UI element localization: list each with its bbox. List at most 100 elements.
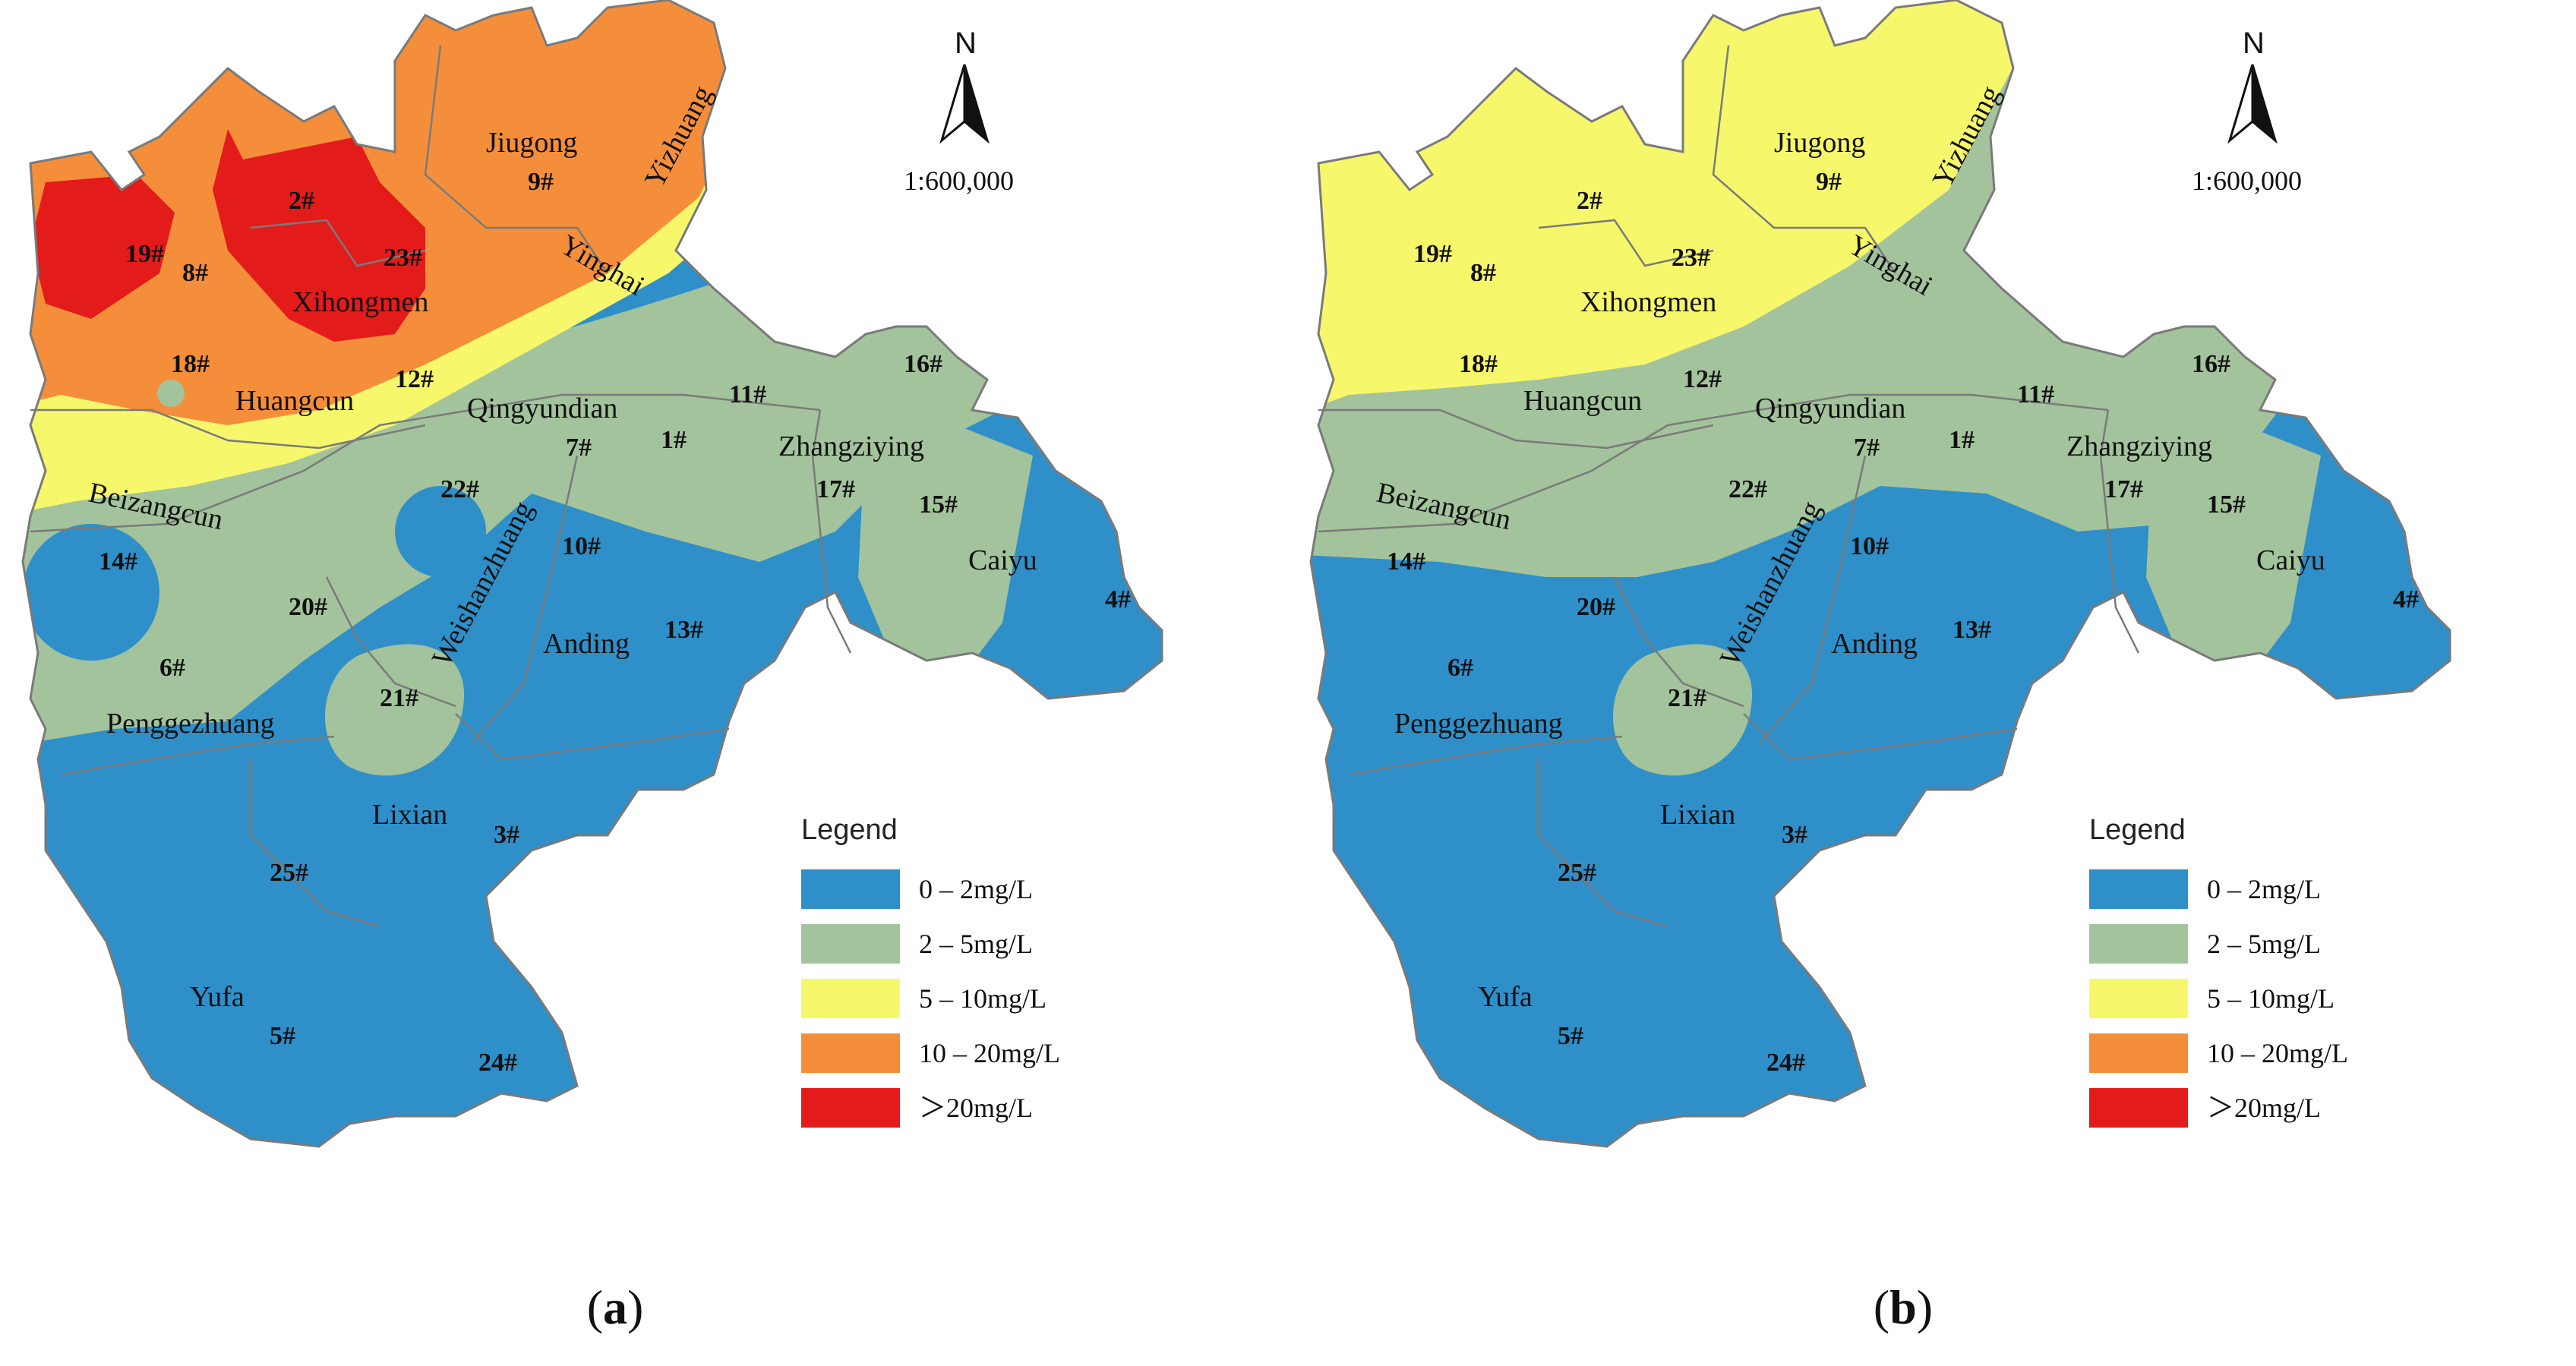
north-arrow-icon bbox=[939, 64, 966, 144]
place-penggezhuang: Penggezhuang bbox=[1394, 708, 1563, 740]
place-anding: Anding bbox=[543, 628, 630, 660]
station-label: 11# bbox=[729, 380, 766, 409]
place-xihongmen: Xihongmen bbox=[292, 286, 428, 318]
north-letter: N bbox=[955, 27, 977, 60]
place-yufa: Yufa bbox=[190, 981, 245, 1013]
legend-swatch bbox=[801, 1088, 900, 1128]
scale-label: 1:600,000 bbox=[2192, 166, 2302, 196]
station-labels-a: 1# 2# 3# 4# 5# 6# 7# 8# 9# 10# 11# 12# 13# 14# 15# 16# 1… bbox=[99, 168, 1131, 1077]
legend-label: 10 – 20mg/L bbox=[919, 1038, 1060, 1068]
station-label: 19# bbox=[125, 240, 164, 268]
legend-a: Legend 0 – 2mg/L 2 – 5mg/L 5 – 10mg/L 10 – … bbox=[801, 814, 1060, 1128]
station-label: 22# bbox=[440, 475, 479, 503]
station-label: 24# bbox=[478, 1049, 517, 1077]
station-label: 18# bbox=[1459, 350, 1498, 378]
legend-swatch bbox=[801, 1033, 900, 1073]
legend-label: 5 – 10mg/L bbox=[919, 983, 1046, 1014]
place-caiyu: Caiyu bbox=[2256, 544, 2325, 576]
legend-swatch bbox=[2089, 1088, 2188, 1128]
station-label: 11# bbox=[2017, 380, 2054, 409]
legend-label: ＞20mg/L bbox=[919, 1093, 1033, 1123]
station-label: 18# bbox=[171, 350, 210, 378]
station-label: 8# bbox=[1470, 259, 1496, 287]
station-label: 7# bbox=[1854, 434, 1880, 462]
station-label: 20# bbox=[289, 593, 327, 621]
internal-boundaries-b bbox=[1318, 45, 2140, 928]
station-label: 1# bbox=[661, 426, 687, 454]
station-label: 14# bbox=[99, 547, 137, 576]
station-label: 16# bbox=[2192, 350, 2230, 378]
station-label: 7# bbox=[566, 434, 592, 462]
station-label: 8# bbox=[182, 259, 208, 287]
legend-label: ＞20mg/L bbox=[2207, 1093, 2321, 1123]
station-label: 24# bbox=[1766, 1049, 1805, 1077]
station-label: 21# bbox=[1668, 684, 1706, 712]
map-b-svg: Jiugong Yizhuang Xihongmen Yinghai Huang… bbox=[1309, 0, 2451, 1148]
place-penggezhuang: Penggezhuang bbox=[106, 708, 275, 740]
station-label: 21# bbox=[380, 684, 418, 712]
legend-title: Legend bbox=[2089, 814, 2186, 846]
place-lixian: Lixian bbox=[372, 799, 447, 831]
zone-2-5-a-east bbox=[858, 425, 1033, 683]
station-label: 15# bbox=[2207, 491, 2246, 519]
place-huangcun: Huangcun bbox=[235, 385, 354, 417]
station-label: 17# bbox=[2104, 475, 2143, 503]
legend-label: 0 – 2mg/L bbox=[2207, 874, 2321, 904]
north-arrow-b: N bbox=[2227, 27, 2278, 144]
station-label: 23# bbox=[1672, 244, 1710, 272]
zone-0-2-a-22 bbox=[395, 486, 486, 577]
zone-over-20-a-1 bbox=[213, 129, 425, 342]
station-label: 25# bbox=[1558, 859, 1596, 887]
station-label: 5# bbox=[270, 1022, 295, 1050]
legend-swatch bbox=[801, 924, 900, 964]
legend-label: 10 – 20mg/L bbox=[2207, 1038, 2348, 1068]
legend-label: 0 – 2mg/L bbox=[919, 874, 1033, 904]
legend-swatch bbox=[2089, 1033, 2188, 1073]
station-label: 10# bbox=[562, 532, 601, 560]
station-label: 5# bbox=[1558, 1022, 1583, 1050]
place-caiyu: Caiyu bbox=[968, 544, 1037, 576]
place-xihongmen: Xihongmen bbox=[1580, 286, 1716, 318]
station-label: 6# bbox=[159, 654, 185, 682]
station-label: 12# bbox=[395, 365, 434, 393]
district-boundary-b bbox=[1309, 0, 2451, 1148]
station-label: 20# bbox=[1577, 593, 1615, 621]
legend-label: 5 – 10mg/L bbox=[2207, 983, 2334, 1014]
place-zhangziying: Zhangziying bbox=[2066, 431, 2212, 462]
zone-0-2-a-14 bbox=[23, 524, 159, 661]
station-label: 3# bbox=[1782, 821, 1807, 849]
north-arrow-icon-dark bbox=[963, 64, 990, 144]
legend-swatch bbox=[801, 979, 900, 1018]
station-label: 13# bbox=[665, 616, 703, 644]
place-huangcun: Huangcun bbox=[1523, 385, 1642, 417]
station-label: 1# bbox=[1949, 426, 1975, 454]
station-label: 23# bbox=[384, 244, 422, 272]
map-panel-b: Jiugong Yizhuang Xihongmen Yinghai Huang… bbox=[1288, 0, 2576, 1366]
panel-label-b: (b) bbox=[1873, 1280, 1934, 1334]
place-lixian: Lixian bbox=[1660, 799, 1735, 831]
zone-2-5-a-18 bbox=[157, 380, 185, 407]
legend-b: Legend 0 – 2mg/L 2 – 5mg/L 5 – 10mg/L 10 – … bbox=[2089, 814, 2348, 1128]
station-label: 16# bbox=[904, 350, 942, 378]
place-zhangziying: Zhangziying bbox=[778, 431, 924, 462]
station-label: 9# bbox=[1816, 168, 1842, 196]
map-panel-a: Jiugong Yizhuang Xihongmen Yinghai Huang… bbox=[21, 0, 1163, 1334]
zone-over-20-a-2 bbox=[30, 175, 175, 319]
legend-swatch bbox=[2089, 979, 2188, 1018]
station-label: 22# bbox=[1728, 475, 1767, 503]
place-yufa: Yufa bbox=[1478, 981, 1533, 1013]
legend-swatch bbox=[2089, 924, 2188, 964]
station-label: 2# bbox=[289, 187, 314, 215]
station-labels-b: 1# 2# 3# 4# 5# 6# 7# 8# 9# 10# 11# 12# 13# 14# 15# 16# 1… bbox=[1387, 168, 2419, 1077]
station-label: 6# bbox=[1447, 654, 1473, 682]
zone-2-5-b-mid bbox=[1612, 644, 1753, 776]
place-jiugong: Jiugong bbox=[1774, 127, 1865, 159]
zone-2-5-b-east bbox=[2146, 425, 2321, 683]
station-label: 13# bbox=[1953, 616, 1991, 644]
legend-swatch bbox=[801, 869, 900, 909]
map-a-svg: Jiugong Yizhuang Xihongmen Yinghai Huang… bbox=[21, 0, 1163, 1148]
legend-label: 2 – 5mg/L bbox=[919, 929, 1033, 959]
concentration-zones-a bbox=[23, 0, 1162, 1147]
north-letter: N bbox=[2243, 27, 2265, 60]
legend-swatch bbox=[2089, 869, 2188, 909]
